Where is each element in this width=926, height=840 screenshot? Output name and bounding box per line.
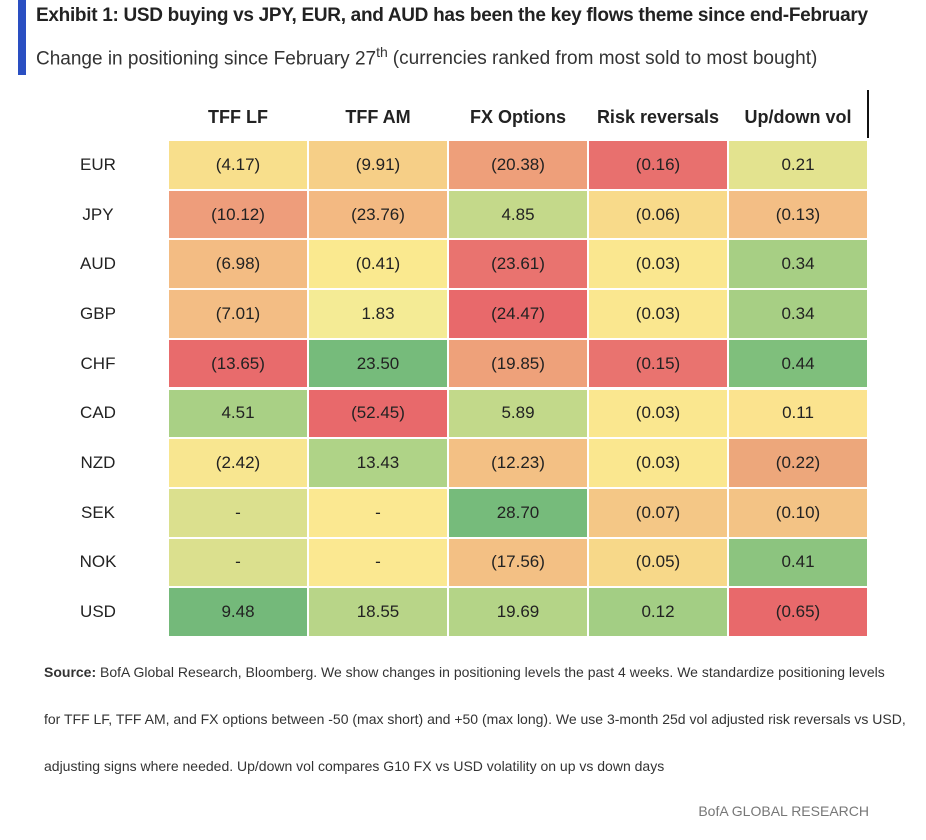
table-cell: (17.56) — [448, 537, 588, 588]
table-cell: (6.98) — [168, 239, 308, 290]
title: Exhibit 1: USD buying vs JPY, EUR, and A… — [36, 5, 868, 26]
table-cell: (0.03) — [588, 388, 728, 439]
header-rule — [867, 90, 869, 138]
column-header: TFF LF — [208, 107, 268, 127]
table-cell: - — [308, 487, 448, 538]
table-cell: 19.69 — [448, 587, 588, 637]
table-cell: (0.05) — [588, 537, 728, 588]
table-cell: 0.11 — [728, 388, 868, 439]
row-label: EUR — [80, 154, 116, 174]
table-cell: - — [308, 537, 448, 588]
table-cell: (52.45) — [308, 388, 448, 439]
source-line: adjusting signs where needed. Up/down vo… — [44, 758, 665, 774]
table-cell: (23.61) — [448, 239, 588, 290]
row-label: GBP — [80, 303, 116, 323]
table-cell: (0.13) — [728, 189, 868, 240]
table-cell: (0.41) — [308, 239, 448, 290]
table-cell: (0.10) — [728, 487, 868, 538]
source-label: Source: — [44, 664, 97, 680]
table-cell: 13.43 — [308, 438, 448, 488]
footer: BofA GLOBAL RESEARCH — [698, 803, 869, 819]
column-header: FX Options — [470, 107, 566, 127]
table-cell: 0.21 — [728, 140, 868, 190]
subtitle: Change in positioning since February 27t… — [36, 44, 817, 70]
table-cell: (12.23) — [448, 438, 588, 488]
table-cell: (0.65) — [728, 587, 868, 637]
source-text: BofA Global Research, Bloomberg. We show… — [100, 664, 885, 680]
row-label: NOK — [79, 552, 117, 572]
table-cell: - — [168, 487, 308, 538]
table-cell: 0.41 — [728, 537, 868, 588]
table-cell: 4.85 — [448, 189, 588, 240]
table-cell: (19.85) — [448, 338, 588, 389]
table-cell: (0.16) — [588, 140, 728, 190]
superscript: th — [376, 44, 388, 60]
table-cell: (0.03) — [588, 289, 728, 339]
row-label: CAD — [80, 403, 116, 423]
table-cell: (10.12) — [168, 189, 308, 240]
column-header: Risk reversals — [596, 107, 720, 127]
table-cell: 4.51 — [168, 388, 308, 439]
subtitle-text: Change in positioning since February 27 — [36, 48, 377, 70]
table-cell: 0.12 — [588, 587, 728, 637]
table-cell: - — [168, 537, 308, 588]
table-cell: 0.44 — [728, 338, 868, 389]
column-header: Up/down vol — [744, 107, 852, 127]
table-cell: 23.50 — [308, 338, 448, 389]
source-line: Source: BofA Global Research, Bloomberg.… — [44, 664, 885, 680]
table-cell: (9.91) — [308, 140, 448, 190]
table-cell: (7.01) — [168, 289, 308, 339]
source-line: for TFF LF, TFF AM, and FX options betwe… — [44, 711, 906, 727]
table-cell: (0.03) — [588, 438, 728, 488]
table-cell: (0.06) — [588, 189, 728, 240]
table-cell: 28.70 — [448, 487, 588, 538]
table-cell: (20.38) — [448, 140, 588, 190]
table-cell: 5.89 — [448, 388, 588, 439]
table-cell: (0.07) — [588, 487, 728, 538]
column-header: TFF AM — [345, 107, 411, 127]
row-label: JPY — [82, 204, 114, 224]
table-cell: 18.55 — [308, 587, 448, 637]
table-cell: 1.83 — [308, 289, 448, 339]
accent-bar — [18, 0, 26, 75]
table-cell: 9.48 — [168, 587, 308, 637]
subtitle-rest: (currencies ranked from most sold to mos… — [392, 48, 818, 70]
row-label: USD — [80, 602, 116, 622]
row-label: NZD — [80, 453, 116, 473]
table-cell: (0.22) — [728, 438, 868, 488]
row-label: AUD — [80, 254, 116, 274]
table-cell: 0.34 — [728, 289, 868, 339]
table-cell: (13.65) — [168, 338, 308, 389]
table-cell: (2.42) — [168, 438, 308, 488]
table-cell: (23.76) — [308, 189, 448, 240]
row-label: SEK — [80, 502, 116, 522]
table-cell: (4.17) — [168, 140, 308, 190]
table-cell: (24.47) — [448, 289, 588, 339]
table-cell: (0.15) — [588, 338, 728, 389]
row-label: CHF — [80, 353, 116, 373]
table-cell: 0.34 — [728, 239, 868, 290]
table-cell: (0.03) — [588, 239, 728, 290]
